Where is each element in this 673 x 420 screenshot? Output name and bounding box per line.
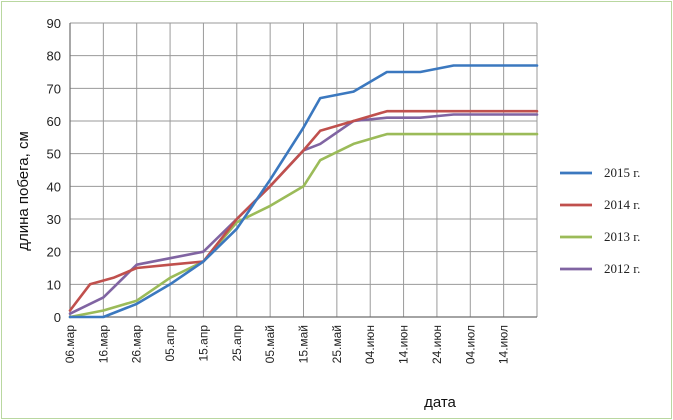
x-tick-label: 04.июн [363, 325, 377, 364]
x-tick-label: 04.июл [463, 325, 477, 364]
x-tick-label: 05.апр [163, 325, 177, 362]
series-lines [68, 64, 539, 319]
legend-item: 2012 г. [560, 261, 640, 276]
gridlines [69, 22, 538, 318]
y-tick-label: 10 [47, 277, 61, 292]
legend: 2015 г. 2014 г. 2013 г. 2012 г. [560, 165, 640, 276]
axes [69, 23, 537, 318]
legend-item: 2014 г. [560, 197, 640, 212]
legend-item: 2013 г. [560, 229, 640, 244]
y-tick-label: 50 [47, 147, 61, 162]
x-tick-labels: 06.мар 16.мар 26.мар 05.апр 15.апр 25.апр 05.м… [63, 325, 511, 364]
x-tick-label: 05.май [263, 325, 277, 363]
x-tick-label: 15.апр [196, 325, 210, 362]
y-tick-label: 0 [54, 310, 61, 325]
y-tick-label: 60 [47, 114, 61, 129]
legend-label: 2012 г. [604, 261, 640, 276]
legend-label: 2015 г. [604, 165, 640, 180]
y-tick-label: 40 [47, 179, 61, 194]
x-tick-label: 24.июн [430, 325, 444, 364]
x-axis-title: дата [424, 394, 456, 411]
y-tick-label: 90 [47, 16, 61, 31]
x-tick-label: 25.апр [230, 325, 244, 362]
series-line-2015g [68, 64, 539, 319]
x-tick-label: 25.май [330, 325, 344, 363]
legend-label: 2013 г. [604, 229, 640, 244]
y-axis-title: длина побега, см [15, 131, 32, 251]
y-tick-label: 30 [47, 212, 61, 227]
x-tick-label: 06.мар [63, 325, 77, 364]
x-tick-label: 14.июн [397, 325, 411, 364]
series-line-2014g [68, 109, 539, 312]
x-tick-label: 26.мар [130, 325, 144, 364]
y-tick-label: 80 [47, 49, 61, 64]
x-tick-label: 15.май [297, 325, 311, 363]
legend-item: 2015 г. [560, 165, 640, 180]
series-line-2013g [68, 132, 539, 319]
y-tick-label: 20 [47, 245, 61, 260]
x-tick-label: 16.мар [96, 325, 110, 364]
y-tick-labels: 0 10 20 30 40 50 60 70 80 90 [47, 16, 61, 325]
legend-label: 2014 г. [604, 197, 640, 212]
x-tick-label: 14.июл [497, 325, 511, 364]
y-tick-label: 70 [47, 81, 61, 96]
